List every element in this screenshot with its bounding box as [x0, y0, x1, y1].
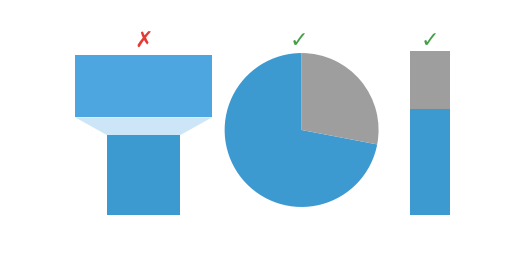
Wedge shape: [225, 53, 377, 207]
Bar: [410, 109, 450, 215]
Bar: [410, 51, 450, 109]
Text: ✓: ✓: [290, 31, 308, 51]
Bar: [75, 55, 212, 117]
Wedge shape: [302, 53, 379, 144]
Text: ✓: ✓: [420, 31, 439, 51]
Text: ✗: ✗: [134, 31, 153, 51]
Bar: [107, 135, 180, 215]
Polygon shape: [75, 117, 212, 135]
